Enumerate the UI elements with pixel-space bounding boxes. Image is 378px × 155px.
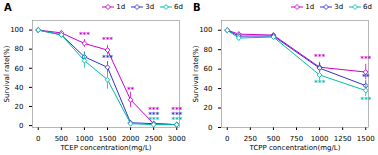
svg-text:1000: 1000: [311, 135, 329, 143]
html-text:6d: 6d: [174, 3, 183, 11]
svg-text:1250: 1250: [334, 135, 352, 143]
svg-text:***: ***: [102, 36, 113, 44]
svg-text:100: 100: [199, 26, 212, 34]
svg-text:TCPP concentration(mg/L): TCPP concentration(mg/L): [249, 144, 341, 152]
svg-text:80: 80: [204, 46, 213, 54]
html-text:3d: 3d: [145, 3, 155, 11]
svg-text:0: 0: [208, 124, 212, 132]
svg-text:TCEP concentration(mg/L): TCEP concentration(mg/L): [59, 144, 151, 152]
svg-text:500: 500: [267, 135, 280, 143]
svg-text:3000: 3000: [168, 135, 186, 143]
svg-text:100: 100: [10, 26, 23, 34]
svg-text:***: ***: [360, 55, 371, 63]
svg-text:40: 40: [15, 84, 24, 92]
svg-text:**: **: [127, 86, 135, 94]
svg-text:1500: 1500: [357, 135, 375, 143]
svg-text:20: 20: [15, 103, 24, 111]
svg-text:***: ***: [171, 116, 182, 124]
svg-text:Survival rate(%): Survival rate(%): [192, 45, 200, 102]
html-text:1d: 1d: [305, 3, 315, 11]
html-text:3d: 3d: [334, 3, 344, 11]
svg-text:250: 250: [244, 135, 257, 143]
svg-text:0: 0: [36, 135, 40, 143]
svg-text:40: 40: [204, 85, 213, 93]
svg-text:1000: 1000: [76, 135, 94, 143]
svg-text:0: 0: [225, 135, 229, 143]
svg-text:1500: 1500: [99, 135, 117, 143]
svg-text:Survival rate(%): Survival rate(%): [3, 45, 11, 102]
svg-text:***: ***: [102, 54, 113, 62]
svg-text:2000: 2000: [122, 135, 140, 143]
svg-text:***: ***: [314, 79, 325, 87]
svg-text:2500: 2500: [145, 135, 163, 143]
html-text:6d: 6d: [363, 3, 372, 11]
svg-text:0: 0: [19, 122, 23, 130]
svg-text:80: 80: [15, 45, 24, 53]
svg-text:**: **: [362, 73, 370, 81]
svg-text:500: 500: [55, 135, 68, 143]
svg-text:60: 60: [204, 65, 213, 73]
svg-text:20: 20: [204, 104, 213, 112]
svg-text:60: 60: [15, 65, 24, 73]
svg-text:750: 750: [290, 135, 303, 143]
html-text:B: B: [193, 1, 201, 13]
html-text:A: A: [4, 1, 12, 13]
svg-text:***: ***: [148, 116, 159, 124]
svg-text:***: ***: [360, 96, 371, 104]
html-text:1d: 1d: [116, 3, 126, 11]
svg-text:***: ***: [79, 31, 90, 39]
svg-text:***: ***: [314, 53, 325, 61]
